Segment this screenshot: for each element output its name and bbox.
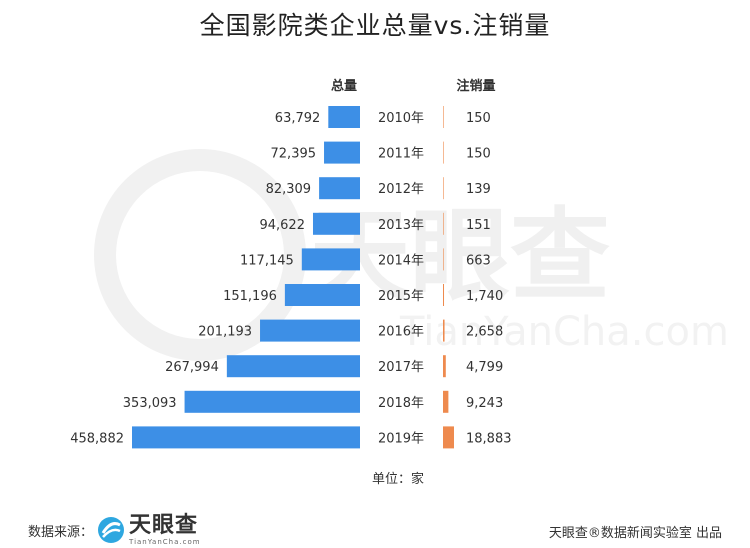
chart-title: 全国影院类企业总量vs.注销量: [199, 11, 551, 40]
bar-total: [301, 248, 360, 271]
category-label: 2019年: [378, 431, 424, 446]
unit-label: 单位：家: [372, 472, 425, 487]
category-label: 2018年: [378, 396, 424, 411]
bar-cancelled: [443, 177, 444, 200]
tianyancha-logo: 天眼查 TianYanCha.com: [97, 512, 201, 546]
tianyancha-logo-icon: [98, 517, 125, 543]
bar-cancelled: [443, 141, 444, 164]
bar-cancelled: [443, 319, 445, 342]
category-label: 2015年: [378, 289, 424, 304]
bar-cancelled: [443, 390, 449, 413]
data-label-cancelled: 151: [466, 218, 491, 233]
bar-total: [132, 426, 360, 449]
bar-cancelled: [443, 248, 444, 271]
credit-line: 天眼查®数据新闻实验室 出品: [548, 526, 722, 541]
category-label: 2013年: [378, 218, 424, 233]
bar-total: [312, 212, 360, 235]
bar-total: [226, 355, 360, 378]
data-label-total: 94,622: [259, 218, 305, 233]
bar-cancelled: [443, 426, 454, 449]
data-label-total: 63,792: [275, 111, 321, 126]
data-label-total: 151,196: [223, 289, 277, 304]
source-label: 数据来源：: [28, 524, 94, 540]
logo-name: 天眼查: [129, 512, 199, 538]
data-label-cancelled: 4,799: [466, 360, 503, 375]
data-label-total: 458,882: [70, 431, 124, 446]
data-label-cancelled: 139: [466, 182, 491, 197]
data-label-total: 267,994: [165, 360, 219, 375]
category-label: 2012年: [378, 182, 424, 197]
data-source: 数据来源： 天眼查 TianYanCha.com: [28, 512, 201, 546]
data-label-cancelled: 2,658: [466, 325, 503, 340]
bar-cancelled: [443, 284, 445, 306]
data-label-cancelled: 18,883: [466, 431, 512, 446]
bar-total: [260, 319, 360, 342]
category-label: 2010年: [378, 111, 424, 126]
category-label: 2014年: [378, 253, 424, 268]
data-label-total: 201,193: [198, 325, 252, 340]
data-label-total: 117,145: [240, 253, 294, 268]
logo-domain: TianYanCha.com: [129, 537, 201, 546]
bar-total: [284, 284, 360, 306]
data-label-total: 72,395: [271, 147, 317, 162]
bar-total: [319, 177, 360, 200]
data-label-cancelled: 1,740: [466, 289, 503, 304]
header-total: 总量: [331, 78, 357, 94]
data-label-cancelled: 9,243: [466, 396, 503, 411]
data-label-cancelled: 150: [466, 147, 491, 162]
bar-total: [184, 390, 360, 413]
data-label-cancelled: 150: [466, 111, 491, 126]
header-cancelled: 注销量: [456, 78, 495, 94]
bar-cancelled: [443, 212, 444, 235]
category-label: 2017年: [378, 360, 424, 375]
data-label-cancelled: 663: [466, 253, 491, 268]
category-label: 2016年: [378, 325, 424, 340]
bar-cancelled: [443, 355, 446, 378]
bar-total: [328, 106, 360, 128]
bar-cancelled: [443, 106, 444, 128]
category-label: 2011年: [378, 147, 424, 162]
data-label-total: 82,309: [266, 182, 312, 197]
bar-total: [324, 141, 360, 164]
data-label-total: 353,093: [123, 396, 177, 411]
